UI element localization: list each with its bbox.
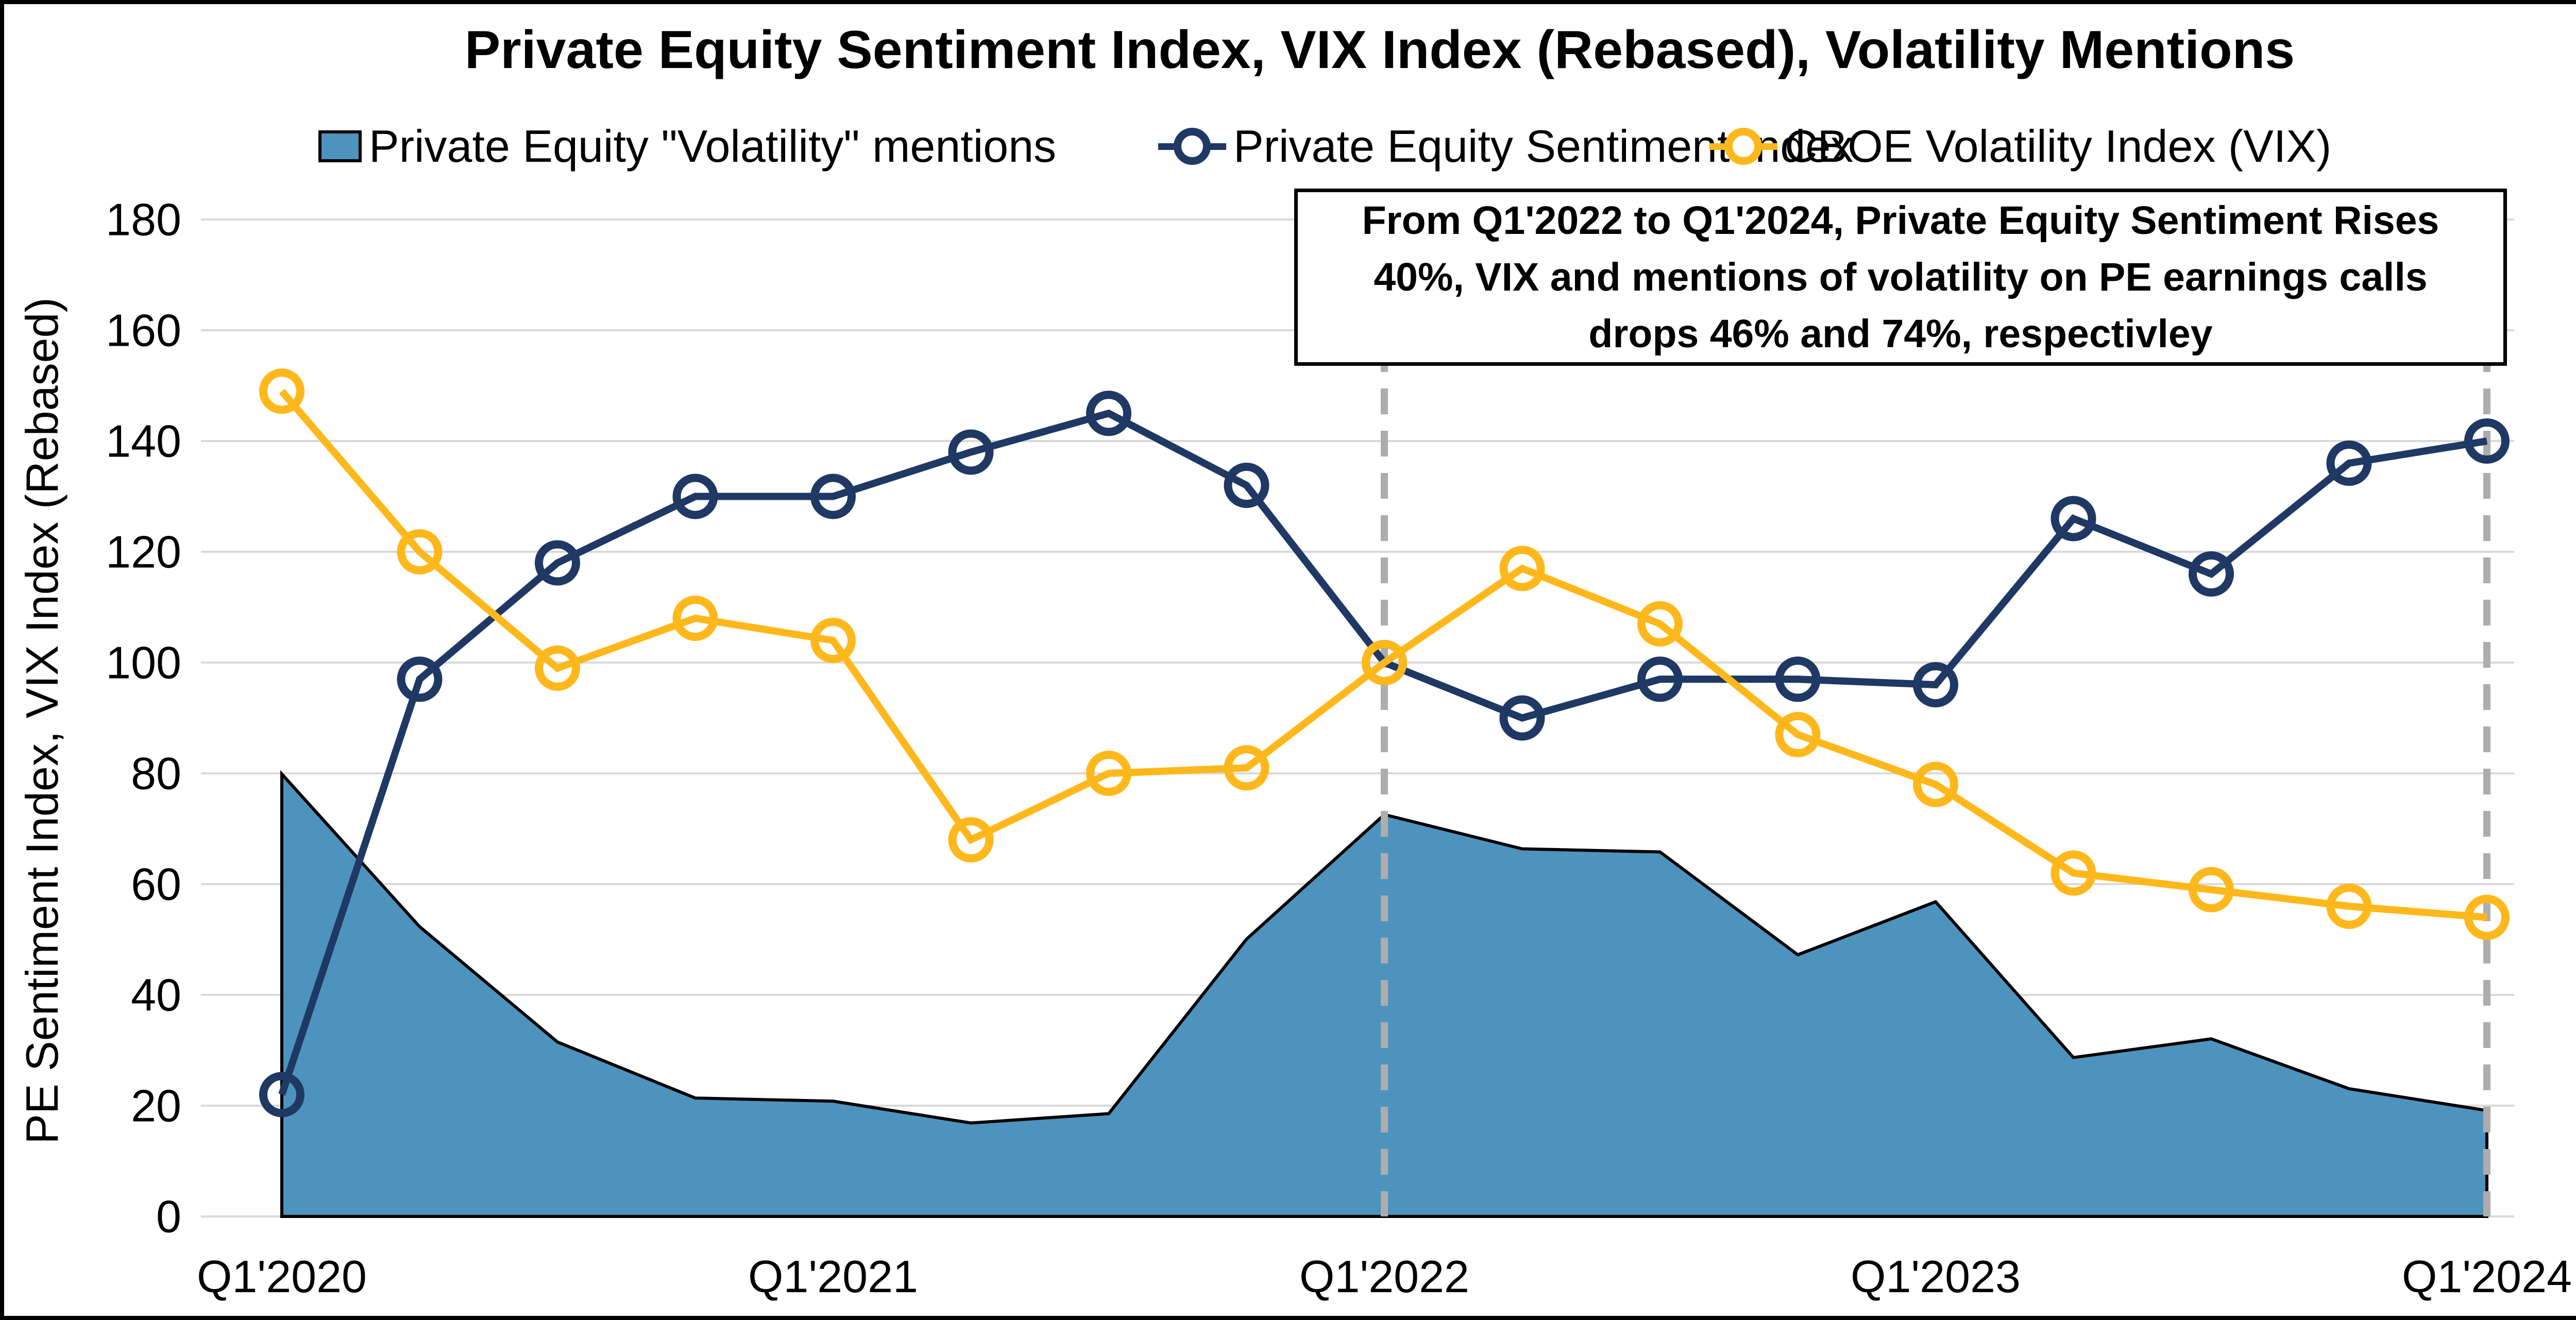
- svg-text:Q1'2020: Q1'2020: [197, 1251, 367, 1302]
- svg-text:120: 120: [106, 527, 181, 578]
- annotation-line: drops 46% and 74%, respectivley: [1588, 312, 2213, 356]
- legend-item-mentions: Private Equity "Volatility" mentions: [318, 117, 1056, 175]
- svg-text:40: 40: [131, 970, 181, 1021]
- annotation-box: From Q1'2022 to Q1'2024, Private Equity …: [1294, 189, 2507, 366]
- svg-text:180: 180: [106, 194, 181, 245]
- svg-text:Q1'2022: Q1'2022: [1299, 1251, 1469, 1302]
- svg-text:0: 0: [156, 1191, 181, 1242]
- annotation-line: 40%, VIX and mentions of volatility on P…: [1374, 255, 2428, 299]
- annotation-line: From Q1'2022 to Q1'2024, Private Equity …: [1362, 198, 2439, 243]
- svg-text:160: 160: [106, 305, 181, 356]
- left-axis-title: PE Sentiment Index, VIX Index (Rebased): [16, 297, 67, 1144]
- svg-text:100: 100: [106, 637, 181, 688]
- svg-text:Q1'2024: Q1'2024: [2402, 1251, 2572, 1302]
- svg-text:Q1'2023: Q1'2023: [1851, 1251, 2021, 1302]
- mentions-area-swatch-icon: [318, 130, 362, 162]
- svg-text:80: 80: [131, 748, 181, 799]
- legend-label-vix: CBOE Volatility Index (VIX): [1785, 121, 2332, 172]
- svg-text:20: 20: [131, 1080, 181, 1131]
- svg-text:60: 60: [131, 859, 181, 910]
- legend-item-vix: CBOE Volatility Index (VIX): [1709, 117, 2331, 175]
- svg-text:140: 140: [106, 416, 181, 467]
- sentiment-marker-icon: [1158, 122, 1226, 171]
- chart-title: Private Equity Sentiment Index, VIX Inde…: [464, 20, 2295, 80]
- legend-label-mentions: Private Equity "Volatility" mentions: [369, 121, 1057, 172]
- svg-text:Q1'2021: Q1'2021: [748, 1251, 918, 1302]
- vix-marker-icon: [1709, 122, 1777, 171]
